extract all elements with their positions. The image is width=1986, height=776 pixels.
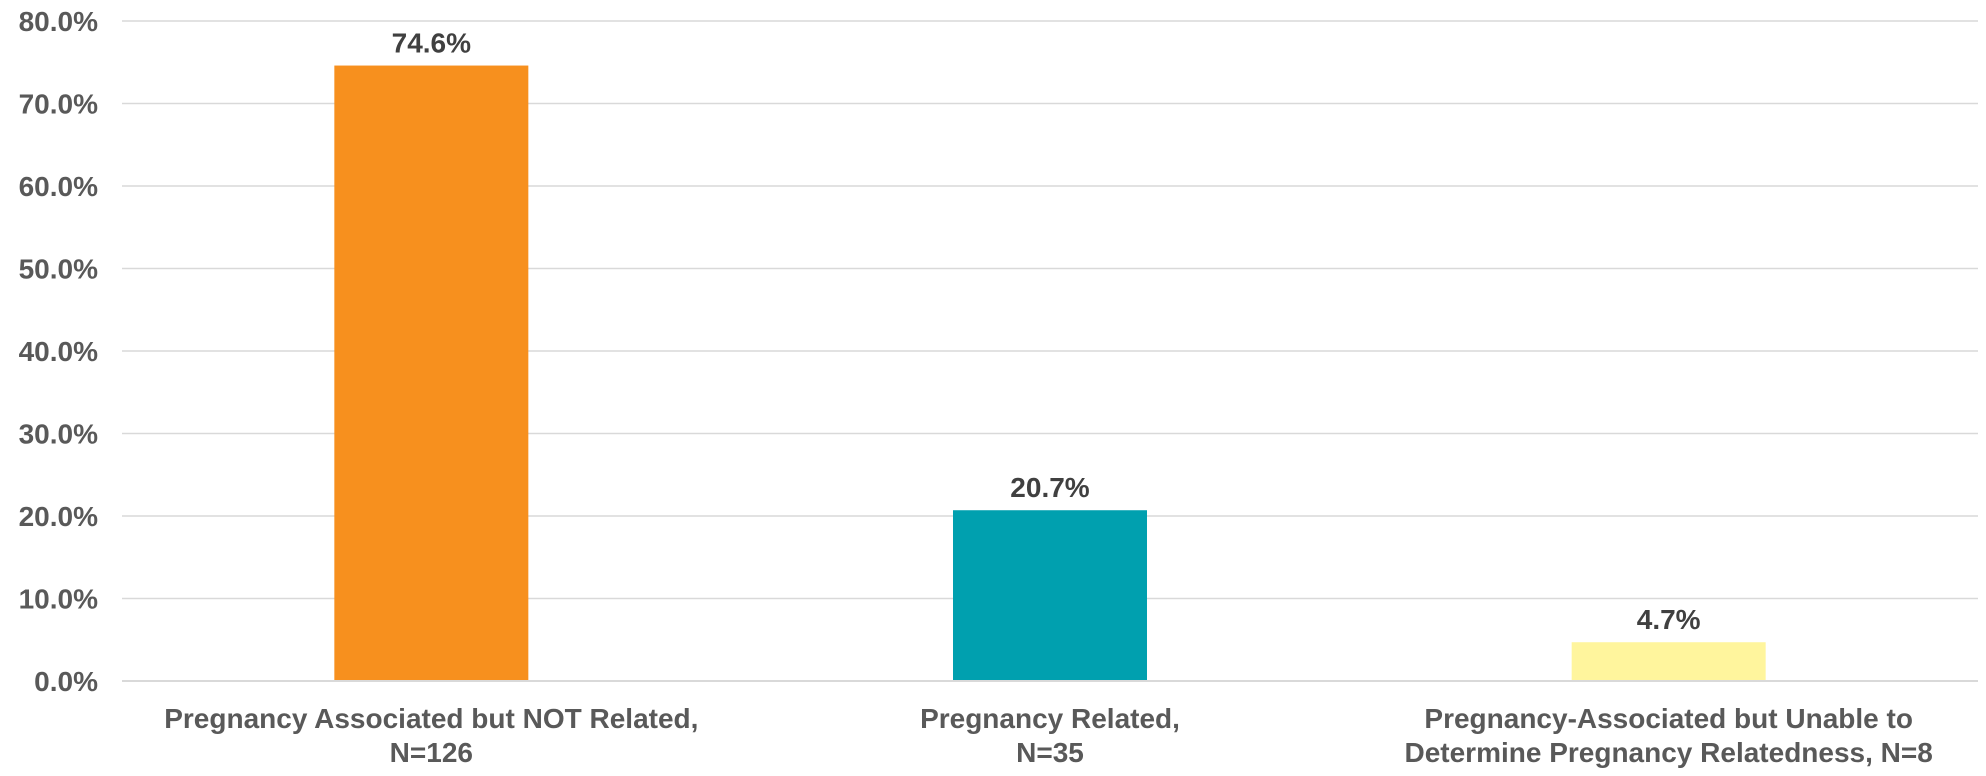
x-category-label: Pregnancy-Associated but Unable to Determ… — [1404, 703, 1932, 768]
y-tick-label: 20.0% — [19, 501, 98, 532]
x-category-label-line: Determine Pregnancy Relatedness, N=8 — [1404, 737, 1932, 768]
y-tick-label: 70.0% — [19, 89, 98, 120]
y-tick-label: 80.0% — [19, 6, 98, 37]
y-axis-tick-labels: 0.0% 10.0% 20.0% 30.0% 40.0% 50.0% 60.0% 70.0% 8… — [19, 6, 99, 697]
bar — [953, 510, 1147, 681]
x-axis-category-labels: Pregnancy Associated but NOT Related, N=1… — [164, 703, 1933, 768]
data-label: 4.7% — [1637, 604, 1701, 635]
y-tick-label: 10.0% — [19, 584, 98, 615]
bar — [334, 65, 529, 682]
data-label: 20.7% — [1010, 472, 1089, 503]
y-tick-label: 30.0% — [19, 419, 98, 450]
y-tick-label: 50.0% — [19, 254, 98, 285]
bar — [1571, 642, 1766, 681]
x-category-label-line: N=126 — [390, 737, 473, 768]
y-tick-label: 40.0% — [19, 336, 98, 367]
x-category-label-line: Pregnancy-Associated but Unable to — [1424, 703, 1913, 734]
x-category-label-line: N=35 — [1016, 737, 1084, 768]
x-category-label-line: Pregnancy Related, — [920, 703, 1180, 734]
data-label: 74.6% — [392, 28, 471, 59]
x-category-label-line: Pregnancy Associated but NOT Related, — [164, 703, 698, 734]
y-tick-label: 60.0% — [19, 171, 98, 202]
data-labels: 74.6% 20.7% 4.7% — [392, 28, 1701, 636]
x-category-label: Pregnancy Related, N=35 — [920, 703, 1180, 768]
y-tick-label: 0.0% — [34, 666, 98, 697]
x-category-label: Pregnancy Associated but NOT Related, N=1… — [164, 703, 698, 768]
bars — [334, 65, 1766, 682]
